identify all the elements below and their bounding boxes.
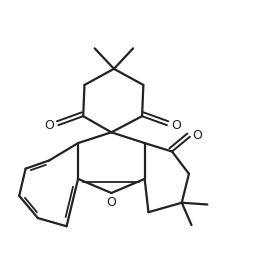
- Text: O: O: [171, 119, 181, 132]
- Text: O: O: [106, 196, 116, 209]
- Text: O: O: [193, 129, 202, 142]
- Text: O: O: [45, 119, 54, 132]
